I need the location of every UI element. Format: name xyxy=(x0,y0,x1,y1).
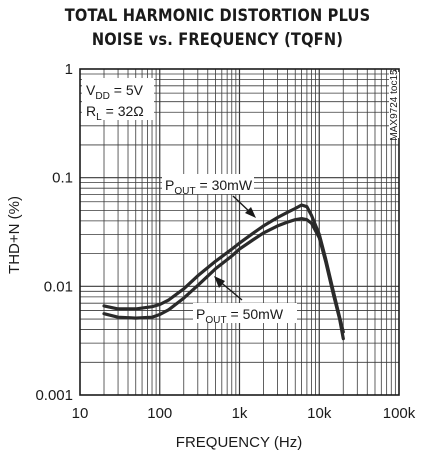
curves xyxy=(102,203,345,341)
grid xyxy=(79,68,400,396)
series-1-label: POUT = 30mW xyxy=(165,177,253,197)
figure-id: MAX9724 toc15 xyxy=(389,69,400,141)
y-tick-label: 0.01 xyxy=(44,278,73,295)
y-axis-label: THD+N (%) xyxy=(6,196,23,274)
y-tick-label: 1 xyxy=(65,61,73,78)
tick-labels: 10 100 1k 10k 100k 1 0.1 0.01 0.001 xyxy=(35,61,415,422)
series-1-arrowhead xyxy=(245,207,256,218)
figure-id-background xyxy=(389,72,399,138)
chart-title-line-2: NOISE vs. FREQUENCY (TQFN) xyxy=(91,30,344,50)
x-tick-label: 10 xyxy=(72,405,89,422)
x-tick-label: 100k xyxy=(383,405,416,422)
vdd-label: VDD = 5V xyxy=(86,82,144,102)
x-axis-label: FREQUENCY (Hz) xyxy=(176,434,302,451)
chart-title-line-1: TOTAL HARMONIC DISTORTION PLUS xyxy=(64,6,371,26)
y-tick-label: 0.001 xyxy=(35,387,73,404)
plot-frame xyxy=(79,68,400,396)
x-tick-label: 10k xyxy=(307,405,332,422)
x-tick-label: 1k xyxy=(232,405,248,422)
series-2-label: POUT = 50mW xyxy=(196,306,284,326)
series-2-arrowhead xyxy=(214,276,225,288)
conditions-box xyxy=(82,78,154,120)
series-line-2 xyxy=(102,217,345,341)
series-1-label-box xyxy=(162,174,254,194)
series-2-label-box xyxy=(193,303,297,323)
y-tick-label: 0.1 xyxy=(52,170,73,187)
rl-label: RL = 32Ω xyxy=(86,103,144,123)
x-tick-label: 100 xyxy=(147,405,172,422)
